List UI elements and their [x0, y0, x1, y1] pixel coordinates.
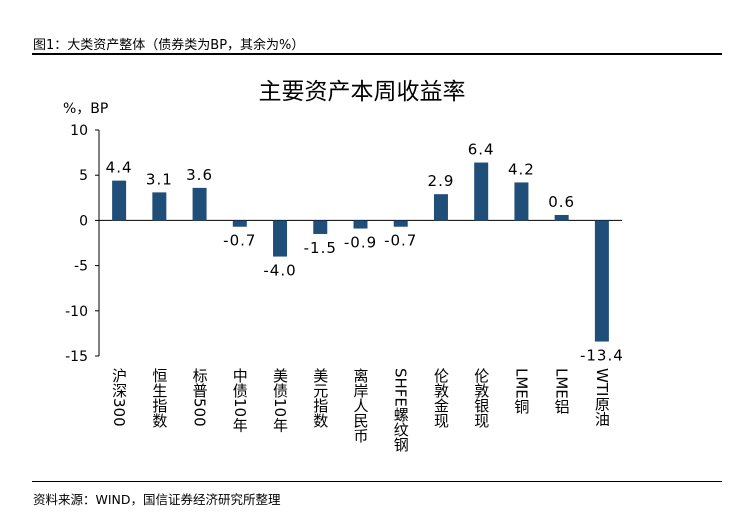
bar — [433, 194, 448, 221]
x-tick-label: WTI原油 — [592, 368, 611, 427]
x-tick-label: LME铜 — [512, 368, 531, 414]
bar — [232, 220, 247, 227]
data-label: -0.7 — [223, 232, 256, 250]
figure-title: 图1：大类资产整体（债券类为BP，其余为%） — [33, 38, 305, 53]
bar — [152, 192, 167, 221]
data-label: 6.4 — [468, 141, 495, 159]
y-tick-label: 10 — [70, 123, 88, 139]
data-label: 0.6 — [548, 193, 575, 211]
data-label: 4.2 — [508, 160, 535, 178]
bar — [594, 220, 609, 342]
x-tick-label: 美元指数 — [311, 368, 330, 428]
bar — [273, 220, 288, 257]
data-label: 2.9 — [428, 172, 455, 190]
bar — [112, 180, 127, 221]
data-label: -13.4 — [580, 347, 624, 365]
x-tick-label: 离岸人民币 — [351, 368, 370, 443]
bottom-rule — [32, 481, 722, 482]
bar — [192, 187, 207, 221]
data-label: 3.6 — [186, 166, 213, 184]
data-label: -0.7 — [384, 232, 417, 250]
bar — [313, 220, 328, 234]
x-tick-label: 恒生指数 — [150, 368, 169, 428]
y-tick-label: 5 — [79, 168, 88, 184]
source-note: 资料来源：WIND，国信证券经济研究所整理 — [33, 492, 281, 507]
x-tick-label: SHFE螺纹钢 — [391, 368, 410, 452]
top-rule — [32, 53, 722, 55]
data-label: -1.5 — [304, 239, 337, 257]
data-label: 3.1 — [146, 170, 173, 188]
bar — [474, 162, 489, 221]
bar — [554, 214, 569, 221]
x-tick-label: 标普500 — [190, 368, 209, 427]
x-tick-label: 伦敦银现 — [472, 368, 491, 428]
x-tick-label: 美债10年 — [271, 368, 290, 433]
data-label: -0.9 — [344, 234, 377, 252]
y-tick-label: 0 — [79, 213, 88, 229]
bar — [514, 182, 529, 221]
data-label: 4.4 — [106, 159, 133, 177]
chart-title: 主要资产本周收益率 — [259, 79, 466, 105]
bar — [353, 220, 368, 229]
x-tick-label: 沪深300 — [110, 368, 129, 427]
y-tick-label: -10 — [65, 304, 88, 320]
x-tick-label: 伦敦金现 — [431, 368, 450, 428]
y-tick-label: -15 — [65, 349, 88, 365]
bar-chart: 主要资产本周收益率 %，BP -15 -10 -5 0 5 10 4.4 3.1 3.6 -0.… — [63, 79, 624, 365]
x-tick-label: LME铝 — [552, 368, 571, 414]
y-axis-label: %，BP — [63, 101, 108, 117]
x-tick-label: 中债10年 — [230, 368, 249, 433]
data-label: -4.0 — [263, 262, 296, 280]
bar — [393, 220, 408, 227]
y-tick-label: -5 — [74, 259, 88, 275]
